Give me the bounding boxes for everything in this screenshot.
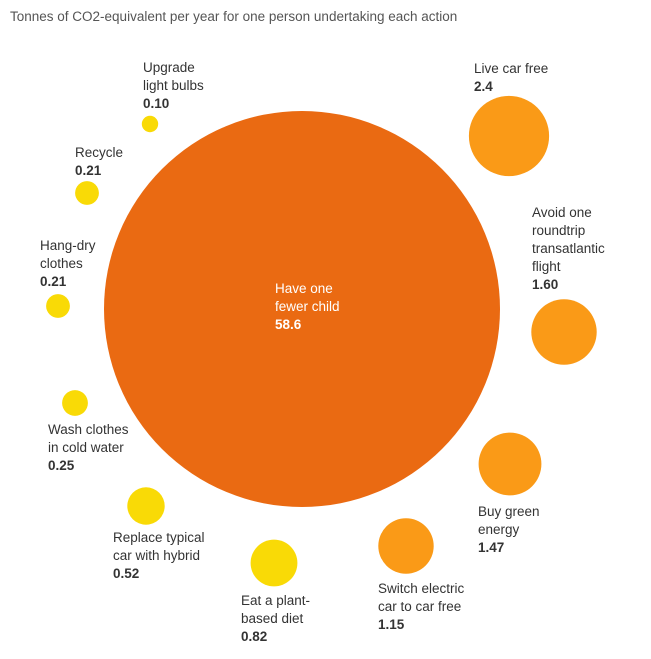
bubble-value-label: 0.82 (241, 629, 267, 644)
bubble-recycle (75, 181, 99, 205)
bubble-label-line: fewer child (275, 299, 340, 314)
bubble-label-line: Wash clothes (48, 422, 129, 437)
bubble-eat-a-plant-based-diet (250, 539, 298, 587)
bubble-label-have-one-fewer-child: Have one fewer child 58.6 (275, 281, 340, 332)
bubble-value-label: 0.52 (113, 566, 139, 581)
bubble-label-line: car to car free (378, 599, 461, 614)
bubble-label-line: Eat a plant- (241, 593, 310, 608)
bubble-have-one-fewer-child (104, 111, 500, 507)
bubble-label-line: clothes (40, 256, 83, 271)
bubble-upgrade-light-bulbs (141, 115, 159, 133)
bubble-hang-dry-clothes (46, 294, 70, 318)
bubble-label-line: in cold water (48, 440, 124, 455)
bubble-label-recycle: Recycle 0.21 (75, 145, 123, 178)
bubble-value-label: 2.4 (474, 79, 493, 94)
bubble-label-switch-electric-car-to-car-free: Switch electric car to car free 1.15 (378, 581, 465, 632)
bubble-label-line: Recycle (75, 145, 123, 160)
bubble-label-live-car-free: Live car free 2.4 (474, 61, 548, 94)
chart-title: Tonnes of CO2-equivalent per year for on… (10, 9, 458, 24)
bubble-buy-green-energy (478, 432, 542, 496)
bubble-avoid-one-roundtrip-transatlantic-flight (531, 299, 597, 365)
bubble-replace-typical-car-with-hybrid (127, 487, 165, 525)
bubble-label-upgrade-light-bulbs: Upgrade light bulbs 0.10 (143, 60, 204, 111)
bubble-wash-clothes-in-cold-water (62, 390, 88, 416)
bubble-value-label: 58.6 (275, 317, 302, 332)
bubble-label-line: car with hybrid (113, 548, 200, 563)
bubble-label-wash-clothes-in-cold-water: Wash clothes in cold water 0.25 (48, 422, 129, 473)
bubble-label-line: transatlantic (532, 241, 605, 256)
bubble-value-label: 0.21 (40, 274, 67, 289)
bubble-live-car-free (468, 95, 550, 177)
bubble-label-line: roundtrip (532, 223, 585, 238)
bubble-label-line: Buy green (478, 504, 540, 519)
bubble-value-label: 0.25 (48, 458, 75, 473)
bubble-label-line: Avoid one (532, 205, 592, 220)
bubble-label-line: Switch electric (378, 581, 465, 596)
bubble-value-label: 0.10 (143, 96, 169, 111)
bubble-value-label: 1.60 (532, 277, 558, 292)
bubble-value-label: 1.15 (378, 617, 405, 632)
bubble-label-line: Upgrade (143, 60, 195, 75)
bubble-label-hang-dry-clothes: Hang-dry clothes 0.21 (40, 238, 96, 289)
bubble-value-label: 0.21 (75, 163, 102, 178)
bubble-label-line: Hang-dry (40, 238, 96, 253)
bubble-label-line: Replace typical (113, 530, 205, 545)
bubble-label-line: Live car free (474, 61, 548, 76)
bubble-label-avoid-one-roundtrip-transatlantic-flight: Avoid one roundtrip transatlantic flight 1.6… (532, 205, 605, 292)
bubble-value-label: 1.47 (478, 540, 504, 555)
bubble-label-eat-a-plant-based-diet: Eat a plant-based diet 0.82 (241, 593, 310, 644)
bubble-label-line: light bulbs (143, 78, 204, 93)
bubble-label-line: energy (478, 522, 520, 537)
bubble-label-line: based diet (241, 611, 304, 626)
bubble-label-line: flight (532, 259, 561, 274)
bubble-label-replace-typical-car-with-hybrid: Replace typical car with hybrid 0.52 (113, 530, 205, 581)
bubble-label-line: Have one (275, 281, 333, 296)
bubble-switch-electric-car-to-car-free (378, 518, 434, 574)
bubble-label-buy-green-energy: Buy green energy 1.47 (478, 504, 540, 555)
